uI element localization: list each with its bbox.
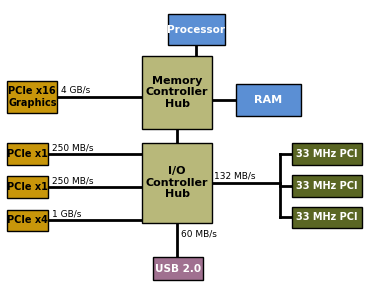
Text: 250 MB/s: 250 MB/s (52, 143, 93, 152)
FancyBboxPatch shape (7, 210, 48, 231)
FancyBboxPatch shape (142, 56, 212, 129)
FancyBboxPatch shape (236, 84, 301, 116)
Text: 1 GB/s: 1 GB/s (52, 210, 81, 219)
FancyBboxPatch shape (292, 143, 362, 165)
FancyBboxPatch shape (168, 14, 225, 45)
FancyBboxPatch shape (7, 143, 48, 165)
FancyBboxPatch shape (292, 175, 362, 197)
Text: 250 MB/s: 250 MB/s (52, 177, 93, 186)
Text: 4 GB/s: 4 GB/s (61, 86, 90, 95)
Text: 33 MHz PCI: 33 MHz PCI (296, 212, 357, 223)
Text: Processor: Processor (168, 25, 225, 35)
FancyBboxPatch shape (7, 81, 57, 113)
Text: PCIe x1: PCIe x1 (7, 149, 48, 159)
Text: 33 MHz PCI: 33 MHz PCI (296, 149, 357, 159)
Text: PCIe x16
Graphics: PCIe x16 Graphics (8, 86, 56, 108)
Text: 60 MB/s: 60 MB/s (181, 230, 217, 239)
Text: USB 2.0: USB 2.0 (155, 264, 201, 274)
FancyBboxPatch shape (292, 207, 362, 228)
Text: Memory
Controller
Hub: Memory Controller Hub (146, 76, 208, 109)
Text: PCIe x1: PCIe x1 (7, 182, 48, 192)
Text: I/O
Controller
Hub: I/O Controller Hub (146, 166, 208, 199)
Text: 33 MHz PCI: 33 MHz PCI (296, 181, 357, 191)
Text: 132 MB/s: 132 MB/s (214, 171, 255, 180)
FancyBboxPatch shape (153, 257, 203, 280)
FancyBboxPatch shape (7, 176, 48, 198)
Text: PCIe x4: PCIe x4 (7, 215, 48, 225)
Text: RAM: RAM (254, 95, 283, 105)
FancyBboxPatch shape (142, 143, 212, 223)
